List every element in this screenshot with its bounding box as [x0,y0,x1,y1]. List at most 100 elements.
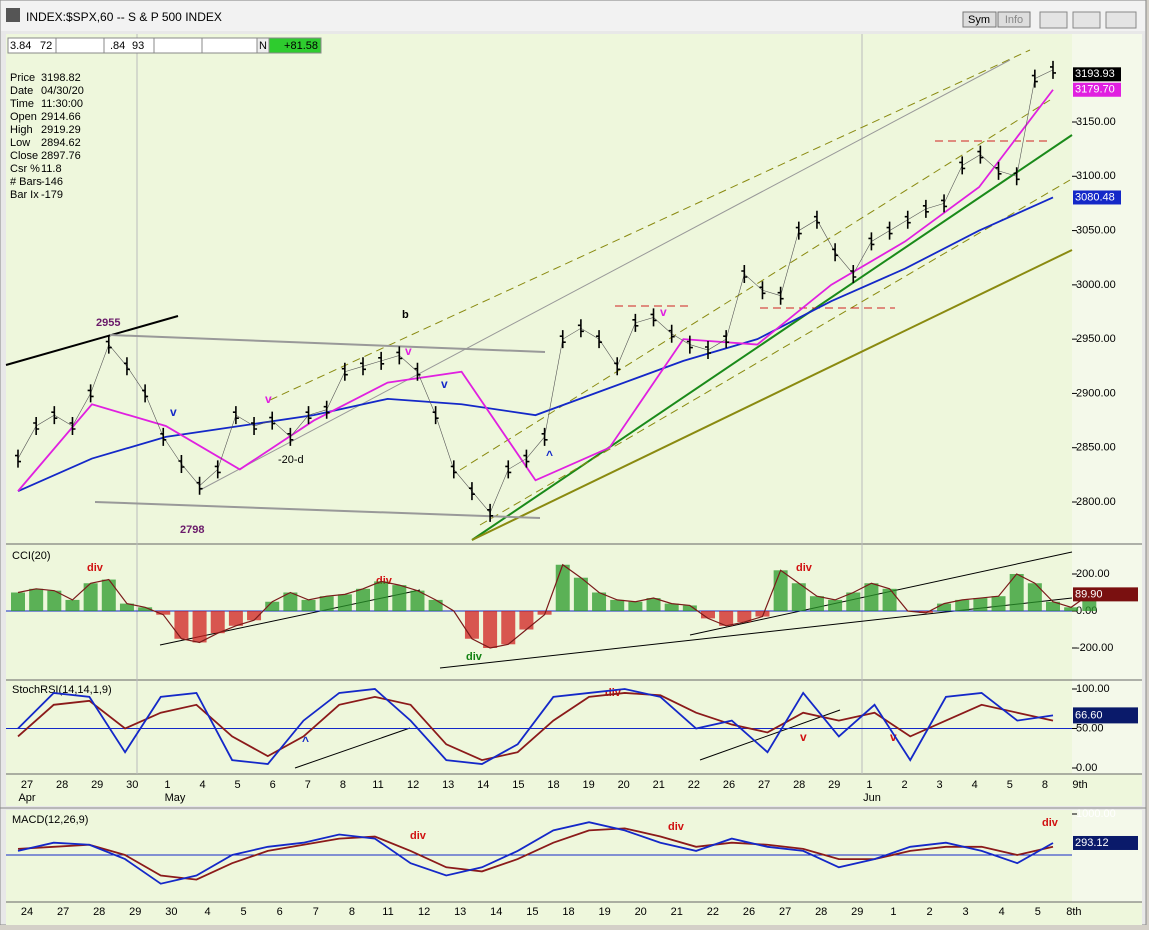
price-bar [832,243,839,262]
field[interactable] [55,37,105,54]
info-value: 11.8 [41,163,62,175]
panel-title: MACD(12,26,9) [12,814,88,826]
annotation: ^ [302,734,309,748]
price-bar [69,417,76,436]
month-label: Apr [18,792,35,804]
info-button-label: Info [1005,14,1023,26]
cci-bar [937,603,952,611]
annotation: v [441,377,448,391]
y-tick-label: 2900.00 [1076,387,1116,399]
x-tick-label: 26 [723,779,735,791]
x-tick-label: 21 [671,906,683,918]
x-tick-label: 3 [963,906,969,918]
last-value-label: 293.12 [1075,837,1109,849]
x-tick-label: 29 [828,779,840,791]
price-bar [995,161,1002,180]
x-tick-label: 22 [688,779,700,791]
price-bar [214,460,221,479]
sym-button[interactable] [962,11,997,28]
price-bar [323,400,330,419]
channel-line [199,59,1011,491]
info-label: Close [10,150,38,162]
channel-line [479,179,1071,526]
right-axis [1072,34,1142,774]
app-icon [6,8,20,22]
close-button[interactable] [1105,11,1137,29]
price-bar [541,427,548,446]
annotation: ^ [546,448,553,462]
annotation: b [402,309,409,321]
x-tick-label: 29 [851,906,863,918]
field[interactable] [201,37,258,54]
last-value-label: 66.60 [1075,709,1103,721]
x-tick-label: 13 [442,779,454,791]
maximize-button[interactable] [1072,11,1101,29]
cci-bar [737,611,752,623]
price-bar [196,476,203,495]
cci-bar [356,588,370,611]
price-bar [577,319,584,338]
x-tick-label: 14 [477,779,489,791]
price-bar [904,210,911,229]
info-button[interactable] [997,11,1031,28]
cci-bar [265,601,280,611]
cci-bar [573,577,588,611]
annotation: div [1042,817,1059,829]
cci-bar [374,581,389,611]
info-value: 3198.82 [41,72,81,84]
cci-bar [138,607,153,611]
cci-bar [483,611,498,648]
y-tick-label: -200.00 [1076,642,1113,654]
x-tick-label: 7 [305,779,311,791]
cci-bar [301,599,316,611]
x-tick-label: 27 [57,906,69,918]
price-bar [51,406,58,425]
info-value: -179 [41,189,63,201]
cci-bar [701,611,715,619]
price-bar [341,362,348,381]
x-tick-label: 29 [91,779,103,791]
price-bar [396,346,403,365]
cci-bar [319,596,334,611]
x-tick-label: 8 [1042,779,1048,791]
sym-button-label: Sym [968,14,990,26]
price-bar [305,406,312,425]
last-value-label: 3179.70 [1075,84,1115,96]
annotation: v [890,730,897,744]
cci-bar [47,590,62,611]
x-tick-label: 12 [407,779,419,791]
cci-bar [283,592,298,611]
info-label: High [10,124,33,136]
price-bar [123,357,130,376]
annotation: 2798 [180,524,204,536]
x-tick-label: 4 [204,906,210,918]
price-bar [1031,69,1038,88]
field[interactable] [153,37,203,54]
annotation: v [170,405,177,419]
cci-bar [791,583,806,611]
x-tick-label: 14 [490,906,502,918]
last-value-box [1073,835,1138,850]
minimize-button[interactable] [1039,11,1068,29]
y-tick-label: 2950.00 [1076,333,1116,345]
x-tick-label: 15 [526,906,538,918]
info-value: 2897.76 [41,150,81,162]
cci-bar [664,603,679,611]
cci-bar [991,596,1006,611]
price-bar [795,221,802,240]
cci-bar [882,588,897,611]
annotation: v [660,305,667,319]
x-tick-label: 18 [547,779,559,791]
price-bar [959,156,966,175]
price-bar [650,308,657,327]
cci-bar [918,611,933,613]
price-bar [287,427,294,446]
info-label: Time [10,98,34,110]
x-tick-label: 21 [653,779,665,791]
cci-bar [1009,574,1024,611]
cci-bar [29,588,44,611]
y-tick-label: 100.00 [1076,683,1110,695]
price-bar [142,384,149,403]
